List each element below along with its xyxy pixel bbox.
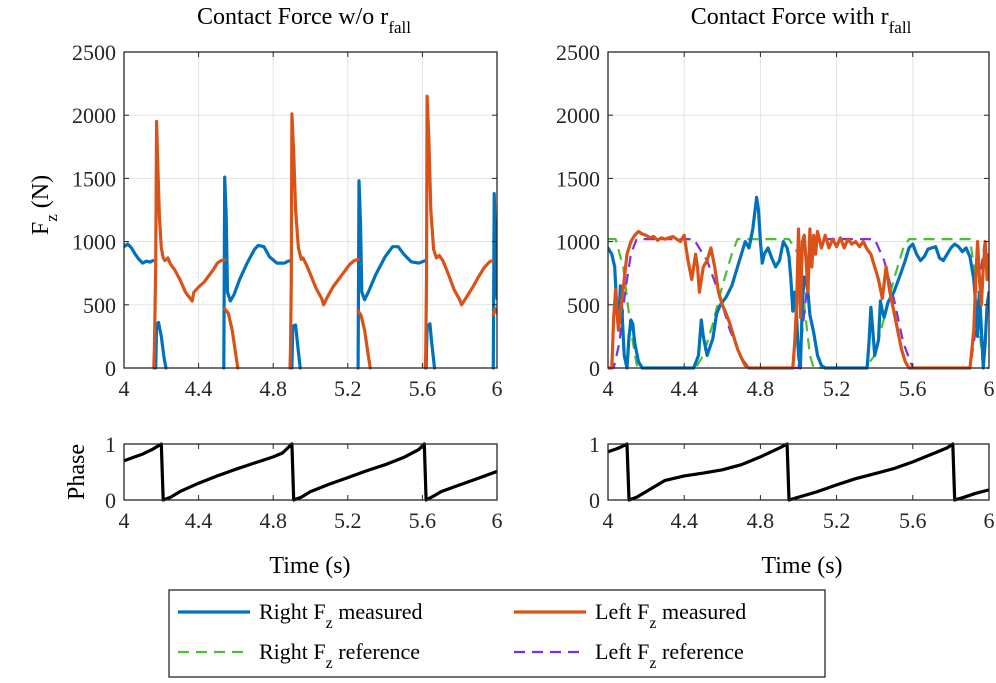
series-right-measured-line bbox=[222, 175, 293, 370]
axes-frame bbox=[607, 51, 990, 369]
legend-label: Right Fz measured bbox=[259, 599, 423, 632]
series-right-measured-line bbox=[290, 323, 302, 370]
x-tick-label: 4.8 bbox=[259, 376, 287, 401]
title-force-without-rfall: Contact Force w/o rfall bbox=[197, 4, 411, 37]
x-tick-label: 6 bbox=[984, 508, 995, 533]
legend-item-right-reference: Right Fz reference bbox=[178, 639, 420, 672]
series-right-measured-line bbox=[356, 179, 427, 370]
x-tick-label: 5.6 bbox=[409, 508, 437, 533]
series-left-measured-line bbox=[608, 227, 989, 370]
legend-item-left-measured: Left Fz measured bbox=[514, 599, 746, 632]
series-phase-line bbox=[124, 442, 497, 502]
x-tick-label: 5.6 bbox=[409, 376, 437, 401]
x-tick-label: 4.4 bbox=[185, 376, 213, 401]
y-tick-label: 1 bbox=[589, 432, 600, 457]
x-tick-label: 4 bbox=[603, 376, 614, 401]
x-tick-label: 5.2 bbox=[823, 376, 851, 401]
axes-force-with-rfall: Contact Force with rfall 4 4.4 4.8 5.2 5.6 6 0… bbox=[556, 4, 995, 401]
x-tick-label: 4.8 bbox=[747, 376, 775, 401]
series-right-reference-line bbox=[608, 238, 989, 370]
x-tick-label: 4.4 bbox=[670, 508, 698, 533]
y-tick-label: 2000 bbox=[72, 103, 116, 128]
xlabel-time-right: Time (s) bbox=[761, 553, 842, 579]
y-tick-label: 1000 bbox=[556, 230, 600, 255]
x-tick-label: 4.8 bbox=[259, 508, 287, 533]
y-tick-label: 500 bbox=[567, 293, 600, 318]
x-tick-label: 4 bbox=[119, 508, 130, 533]
series-left-measured-line bbox=[423, 94, 494, 370]
y-tick-label: 1500 bbox=[556, 166, 600, 191]
axes-force-without-rfall: Contact Force w/o rfall Fz (N) 4 4.4 4.8 5.… bbox=[28, 4, 503, 401]
ylabel-force: Fz (N) bbox=[28, 175, 61, 235]
y-tick-label: 0 bbox=[105, 356, 116, 381]
x-tick-label: 5.6 bbox=[899, 508, 927, 533]
legend-item-right-measured: Right Fz measured bbox=[178, 599, 423, 632]
y-tick-label: 0 bbox=[105, 488, 116, 513]
y-tick-label: 0 bbox=[589, 356, 600, 381]
axes-frame bbox=[123, 51, 498, 369]
x-tick-label: 4 bbox=[119, 376, 130, 401]
title-force-with-rfall: Contact Force with rfall bbox=[691, 4, 912, 37]
series-right-measured-line bbox=[154, 320, 168, 370]
legend-box bbox=[168, 589, 826, 678]
ylabel-phase: Phase bbox=[64, 444, 90, 500]
y-tick-label: 1 bbox=[105, 432, 116, 457]
legend-label: Right Fz reference bbox=[259, 639, 420, 672]
axes-phase-right: Time (s) 4 4.4 4.8 5.2 5.6 6 0 1 bbox=[589, 432, 995, 579]
series-right-measured-line bbox=[608, 195, 989, 370]
series-left-measured-line bbox=[356, 309, 372, 370]
x-tick-label: 5.6 bbox=[899, 376, 927, 401]
series-left-measured-line bbox=[223, 307, 240, 370]
series-right-measured-line bbox=[124, 242, 155, 265]
series-left-measured-line bbox=[288, 112, 360, 370]
axes-frame bbox=[123, 443, 498, 501]
legend-item-left-reference: Left Fz reference bbox=[514, 639, 744, 672]
y-tick-label: 2500 bbox=[72, 40, 116, 65]
y-tick-label: 1000 bbox=[72, 230, 116, 255]
x-tick-label: 6 bbox=[492, 508, 503, 533]
legend: Right Fz measured Left Fz measured Right F… bbox=[168, 589, 826, 678]
legend-label: Left Fz measured bbox=[595, 599, 746, 632]
axes-frame bbox=[607, 443, 990, 501]
x-tick-label: 6 bbox=[492, 376, 503, 401]
x-tick-label: 4.4 bbox=[670, 376, 698, 401]
axes-phase-left: Phase Time (s) 4 4.4 4.8 5.2 5.6 6 0 1 bbox=[64, 432, 503, 579]
y-tick-label: 2000 bbox=[556, 103, 600, 128]
x-tick-label: 4.4 bbox=[185, 508, 213, 533]
series-phase-line bbox=[608, 442, 989, 502]
x-tick-label: 6 bbox=[984, 376, 995, 401]
y-tick-label: 2500 bbox=[556, 40, 600, 65]
y-tick-label: 1500 bbox=[72, 166, 116, 191]
legend-label: Left Fz reference bbox=[595, 639, 744, 672]
x-tick-label: 5.2 bbox=[334, 508, 362, 533]
x-tick-label: 5.2 bbox=[334, 376, 362, 401]
x-tick-label: 4.8 bbox=[747, 508, 775, 533]
series-left-measured-line bbox=[152, 119, 227, 370]
xlabel-time-left: Time (s) bbox=[269, 553, 350, 579]
y-tick-label: 500 bbox=[83, 293, 116, 318]
x-tick-label: 5.2 bbox=[823, 508, 851, 533]
y-tick-label: 0 bbox=[589, 488, 600, 513]
x-tick-label: 4 bbox=[603, 508, 614, 533]
